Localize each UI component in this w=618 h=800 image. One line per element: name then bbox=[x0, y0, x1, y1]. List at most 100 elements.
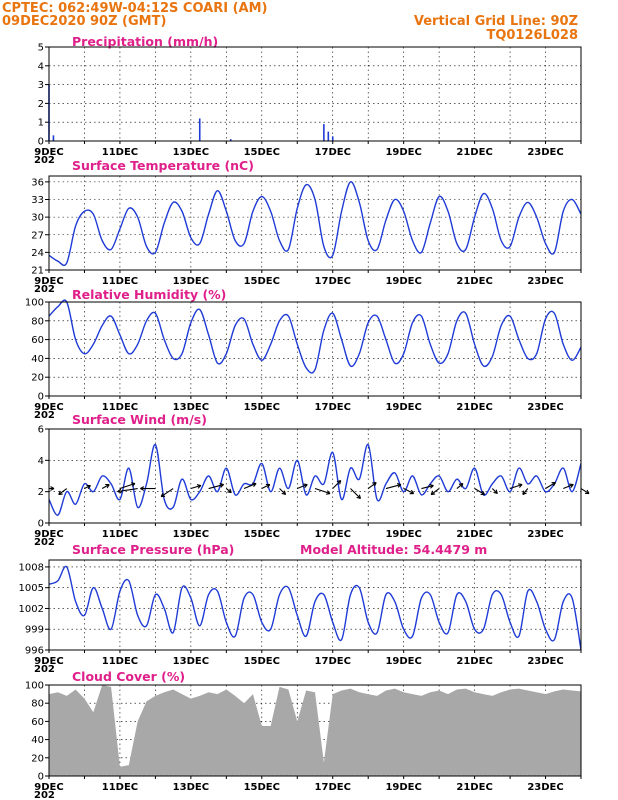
wind-vector-head bbox=[586, 489, 590, 494]
panel-precip: Precipitation (mm/h) 0 1 2 3 4 5 9DEC 11DEC 13DEC… bbox=[34, 34, 582, 166]
x-tick-label: 17DEC bbox=[315, 147, 351, 158]
wind-vector-head bbox=[117, 488, 122, 492]
x-tick-label: 9DEC bbox=[34, 782, 63, 793]
wind-vector-head bbox=[522, 492, 527, 496]
panel-frame bbox=[48, 175, 582, 271]
x-tick-label: 19DEC bbox=[385, 656, 421, 667]
wind-vector-head bbox=[131, 483, 136, 487]
wind-vector-head bbox=[283, 490, 287, 495]
wind-vector-head bbox=[58, 493, 63, 496]
x-tick-label: 11DEC bbox=[102, 402, 138, 413]
y-tick-label: 2 bbox=[38, 487, 44, 498]
x-tick-label: 13DEC bbox=[173, 656, 209, 667]
x-tick-label: 23DEC bbox=[527, 782, 563, 793]
wind-vector-head bbox=[495, 489, 498, 494]
wind-vector-head bbox=[570, 484, 574, 488]
wind-vector-head bbox=[410, 489, 415, 494]
x-tick-label: 15DEC bbox=[244, 402, 280, 413]
y-tick-label: 40 bbox=[31, 735, 44, 746]
temp-line bbox=[48, 181, 582, 267]
x-tick-label: 17DEC bbox=[315, 782, 351, 793]
x-tick-label: 21DEC bbox=[456, 782, 492, 793]
x-tick-label: 9DEC bbox=[34, 529, 63, 540]
y-tick-label: 999 bbox=[25, 625, 44, 636]
wind-vector bbox=[350, 488, 361, 499]
wind-vector-head bbox=[50, 486, 55, 490]
wind-vector bbox=[563, 484, 574, 490]
panel-frame bbox=[48, 428, 582, 524]
y-tick-label: 20 bbox=[31, 373, 44, 384]
x-tick-label: 19DEC bbox=[385, 402, 421, 413]
panel-wind: Surface Wind (m/s) 0 2 4 6 9DEC 11DEC 13DEC 15DE… bbox=[34, 412, 590, 548]
y-tick-label: 36 bbox=[31, 177, 44, 188]
x-tick-label: 13DEC bbox=[173, 529, 209, 540]
x-tick-label: 15DEC bbox=[244, 147, 280, 158]
wind-vector-head bbox=[458, 482, 463, 485]
wind-vector bbox=[297, 484, 308, 490]
wind-vector-head bbox=[431, 493, 436, 496]
x-tick-label: 15DEC bbox=[244, 656, 280, 667]
y-tick-label: 60 bbox=[31, 717, 44, 728]
x-tick-label: 9DEC bbox=[34, 147, 63, 158]
y-tick-label: 4 bbox=[38, 456, 44, 467]
header-run-date: 09DEC2020 90Z (GMT) bbox=[2, 14, 166, 29]
x-tick-label: 11DEC bbox=[102, 529, 138, 540]
wind-line bbox=[48, 443, 582, 516]
wind-vector-head bbox=[220, 484, 224, 488]
wind-vector-head bbox=[229, 488, 232, 493]
x-tick-label: 13DEC bbox=[173, 402, 209, 413]
wind-vector-head bbox=[493, 491, 498, 495]
x-tick-label: 21DEC bbox=[456, 656, 492, 667]
wind-vector bbox=[243, 483, 257, 490]
y-tick-label: 27 bbox=[31, 230, 44, 241]
year-label: 202 bbox=[34, 537, 55, 548]
y-tick-label: 1002 bbox=[19, 604, 44, 615]
x-tick-label: 13DEC bbox=[173, 276, 209, 287]
panel-temp: Surface Temperature (nC) 21 24 27 30 33 36 9DEC… bbox=[31, 158, 582, 295]
x-tick-label: 21DEC bbox=[456, 529, 492, 540]
x-tick-label: 19DEC bbox=[385, 782, 421, 793]
wind-vector-head bbox=[372, 481, 377, 484]
x-tick-label: 9DEC bbox=[34, 402, 63, 413]
wind-vector-head bbox=[227, 491, 232, 494]
wind-vector bbox=[261, 484, 271, 490]
wind-vector bbox=[522, 488, 529, 495]
y-tick-label: 4 bbox=[38, 61, 44, 72]
wind-vector bbox=[279, 488, 286, 495]
wind-vector bbox=[491, 488, 498, 494]
panel-frame bbox=[48, 301, 582, 397]
y-tick-label: 2 bbox=[38, 99, 44, 110]
x-tick-label: 11DEC bbox=[102, 656, 138, 667]
wind-vector bbox=[101, 484, 110, 490]
wind-vector-head bbox=[358, 494, 361, 499]
wind-vector bbox=[58, 488, 68, 495]
wind-vector-head bbox=[106, 484, 110, 489]
x-tick-label: 11DEC bbox=[102, 147, 138, 158]
wind-vector-head bbox=[130, 482, 136, 485]
y-tick-label: 40 bbox=[31, 354, 44, 365]
y-tick-label: 1008 bbox=[19, 562, 44, 573]
wind-vector-head bbox=[281, 492, 286, 496]
panel-frame bbox=[48, 684, 582, 777]
x-tick-label: 23DEC bbox=[527, 276, 563, 287]
wind-vector bbox=[119, 483, 136, 490]
y-tick-label: 60 bbox=[31, 335, 44, 346]
wind-vector-head bbox=[430, 490, 434, 495]
wind-vector bbox=[474, 488, 485, 496]
wind-vector-head bbox=[482, 490, 486, 495]
wind-vector bbox=[509, 484, 523, 490]
x-tick-label: 19DEC bbox=[385, 147, 421, 158]
x-tick-label: 9DEC bbox=[34, 276, 63, 287]
wind-vector-head bbox=[219, 483, 224, 486]
x-tick-label: 17DEC bbox=[315, 656, 351, 667]
panel-title: Surface Temperature (nC) bbox=[72, 158, 254, 173]
wind-vector-head bbox=[117, 491, 122, 494]
wind-vector-head bbox=[518, 484, 523, 488]
wind-vector-head bbox=[58, 490, 61, 495]
x-tick-label: 13DEC bbox=[173, 782, 209, 793]
header-station: CPTEC: 062:49W-04:12S COARI (AM) bbox=[2, 1, 267, 16]
x-tick-label: 11DEC bbox=[102, 782, 138, 793]
x-tick-label: 21DEC bbox=[456, 147, 492, 158]
panel-title: Surface Wind (m/s) bbox=[72, 412, 207, 427]
panel-humidity: Relative Humidity (%) 0 20 40 60 80 100 9DEC 11D… bbox=[25, 287, 582, 421]
